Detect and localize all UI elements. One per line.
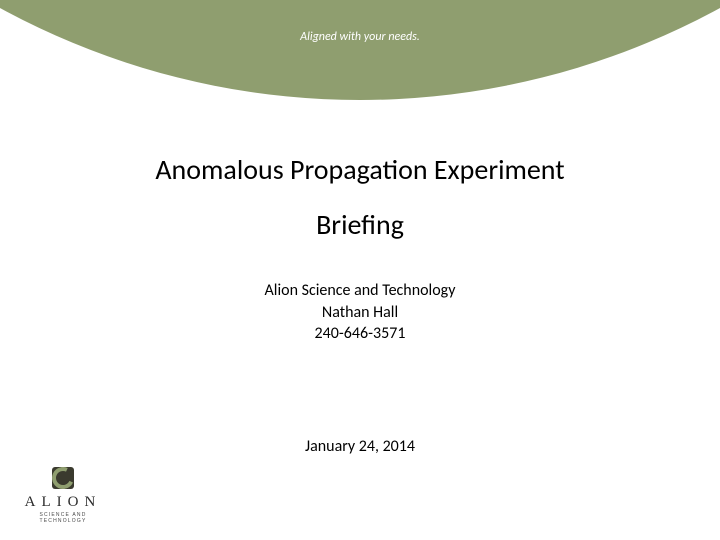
company-logo: ALION SCIENCE AND TECHNOLOGY	[20, 464, 106, 524]
logo-text: ALION	[20, 494, 106, 511]
presentation-date: January 24, 2014	[0, 437, 720, 456]
slide-content: Anomalous Propagation Experiment Briefin…	[0, 140, 720, 456]
header-banner: Aligned with your needs.	[0, 0, 720, 140]
banner-tagline: Aligned with your needs.	[0, 30, 720, 44]
logo-subtitle: SCIENCE AND TECHNOLOGY	[20, 512, 106, 524]
title-line-1: Anomalous Propagation Experiment	[0, 152, 720, 187]
banner-background	[0, 0, 720, 100]
logo-mark-icon	[47, 464, 79, 492]
title-line-2: Briefing	[0, 207, 720, 242]
phone-number: 240-646-3571	[0, 323, 720, 345]
subtitle-block: Alion Science and Technology Nathan Hall…	[0, 280, 720, 345]
presenter-name: Nathan Hall	[0, 302, 720, 324]
company-name: Alion Science and Technology	[0, 280, 720, 302]
